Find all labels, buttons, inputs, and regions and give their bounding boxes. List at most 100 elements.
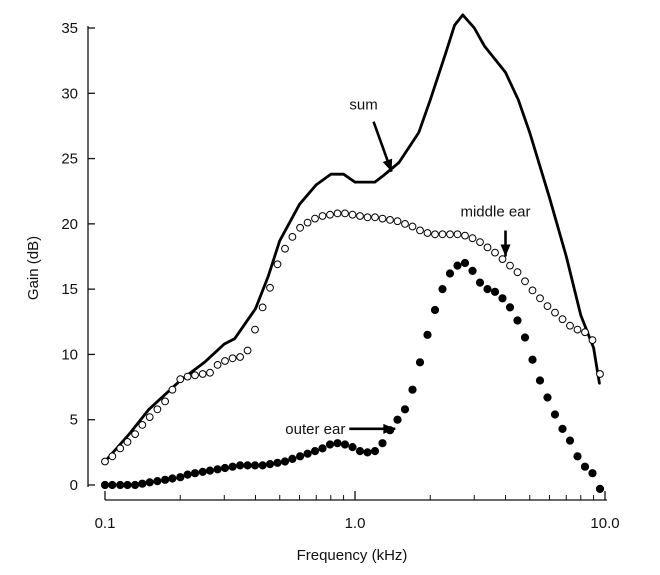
middle-ear-point [476, 238, 484, 247]
middle-ear-point [401, 220, 409, 228]
outer-ear-point [430, 305, 440, 315]
middle-ear-point [281, 244, 289, 253]
annotation-layer: sum middle ear outer ear [285, 97, 530, 438]
middle-ear-point [228, 354, 237, 363]
outer-ear-point [131, 480, 140, 490]
outer-ear-point [475, 278, 485, 287]
outer-ear-point [108, 480, 117, 490]
sum-annotation-label: sum [349, 97, 377, 114]
y-tick-label: 15 [61, 281, 78, 298]
y-axis-label: Gain (dB) [25, 236, 42, 300]
middle-ear-point [318, 212, 327, 220]
middle-ear-point [176, 375, 185, 384]
middle-ear-point [206, 368, 214, 377]
outer-ear-point [145, 478, 154, 487]
sum-annotation-arrow-head [382, 158, 393, 172]
middle-ear-point [198, 370, 207, 378]
outer-ear-point [565, 436, 575, 445]
outer-ear-point [310, 447, 320, 456]
outer-ear-point [550, 410, 560, 419]
x-tick-label: 1.0 [345, 515, 366, 532]
middle-ear-point [491, 248, 499, 257]
middle-ear-point [326, 210, 334, 219]
middle-ear-point [393, 217, 402, 226]
middle-ear-point [348, 210, 357, 219]
middle-ear-point [145, 413, 154, 422]
middle-ear-point [303, 218, 312, 227]
outer-ear-annotation-arrow-head [383, 423, 396, 434]
outer-ear-point [393, 415, 402, 424]
middle-ear-point [498, 255, 507, 264]
outer-ear-point [558, 424, 567, 433]
outer-ear-point [370, 447, 380, 456]
middle-ear-point [363, 213, 372, 222]
middle-ear-point [108, 452, 117, 461]
outer-ear-point [340, 440, 350, 449]
outer-ear-point [363, 448, 372, 457]
middle-ear-point [423, 229, 432, 237]
middle-ear-point [101, 457, 109, 466]
middle-ear-point [506, 261, 514, 270]
outer-ear-point [528, 355, 537, 364]
outer-ear-point [183, 470, 192, 479]
middle-ear-point [461, 231, 469, 240]
outer-ear-point [228, 462, 237, 471]
middle-ear-point [573, 325, 582, 334]
outer-ear-point [161, 475, 170, 484]
y-tick-label: 35 [61, 20, 78, 37]
x-tick-label: 10.0 [590, 515, 619, 532]
middle-ear-point [341, 209, 349, 218]
outer-ear-point [138, 479, 147, 488]
outer-ear-point [333, 439, 342, 448]
sum-line [103, 13, 601, 463]
middle-ear-point [386, 216, 394, 224]
outer-ear-point [296, 452, 305, 461]
middle-ear-point [123, 438, 132, 446]
outer-ear-point [468, 266, 477, 275]
outer-ear-point [355, 447, 365, 456]
middle-ear-point [431, 230, 439, 239]
middle-ear-point [236, 353, 245, 361]
outer-ear-point [415, 358, 425, 367]
y-tick-label: 10 [61, 346, 78, 363]
y-tick-label: 0 [70, 477, 78, 494]
middle-ear-point [131, 430, 140, 439]
outer-ear-point [483, 285, 492, 294]
x-axis-label: Frequency (kHz) [297, 547, 408, 564]
y-tick-label: 5 [70, 412, 78, 429]
outer-ear-point [236, 461, 245, 470]
middle-ear-point [543, 302, 552, 311]
middle-ear-point [356, 212, 364, 220]
outer-ear-point [580, 462, 590, 471]
outer-ear-point [288, 454, 297, 463]
middle-ear-point [416, 226, 424, 235]
outer-ear-point [423, 330, 432, 339]
middle-ear-point [513, 268, 522, 277]
middle-ear-point [213, 361, 222, 369]
middle-ear-point [273, 260, 282, 269]
outer-ear-annotation-label: outer ear [285, 421, 345, 438]
middle-ear-point [251, 325, 259, 334]
outer-ear-point [220, 463, 230, 473]
outer-ear-point [490, 287, 500, 296]
middle-ear-point [536, 294, 544, 303]
middle-ear-point [243, 346, 252, 355]
middle-ear-point [311, 214, 319, 223]
middle-ear-point [191, 371, 199, 380]
outer-ear-point [445, 269, 455, 278]
middle-ear-point [438, 230, 447, 239]
outer-ear-point [400, 405, 410, 414]
middle-ear-point [221, 357, 229, 365]
middle-ear-point [551, 308, 559, 317]
middle-ear-point [588, 336, 597, 345]
middle-ear-point [566, 321, 574, 330]
middle-ear-point [453, 230, 462, 239]
outer-ear-point [243, 461, 252, 470]
y-tick-label: 25 [61, 151, 78, 168]
outer-ear-point [498, 294, 507, 303]
outer-ear-point [303, 449, 312, 458]
outer-ear-point [213, 465, 222, 474]
middle-ear-point [378, 214, 387, 223]
middle-ear-point [446, 230, 454, 239]
